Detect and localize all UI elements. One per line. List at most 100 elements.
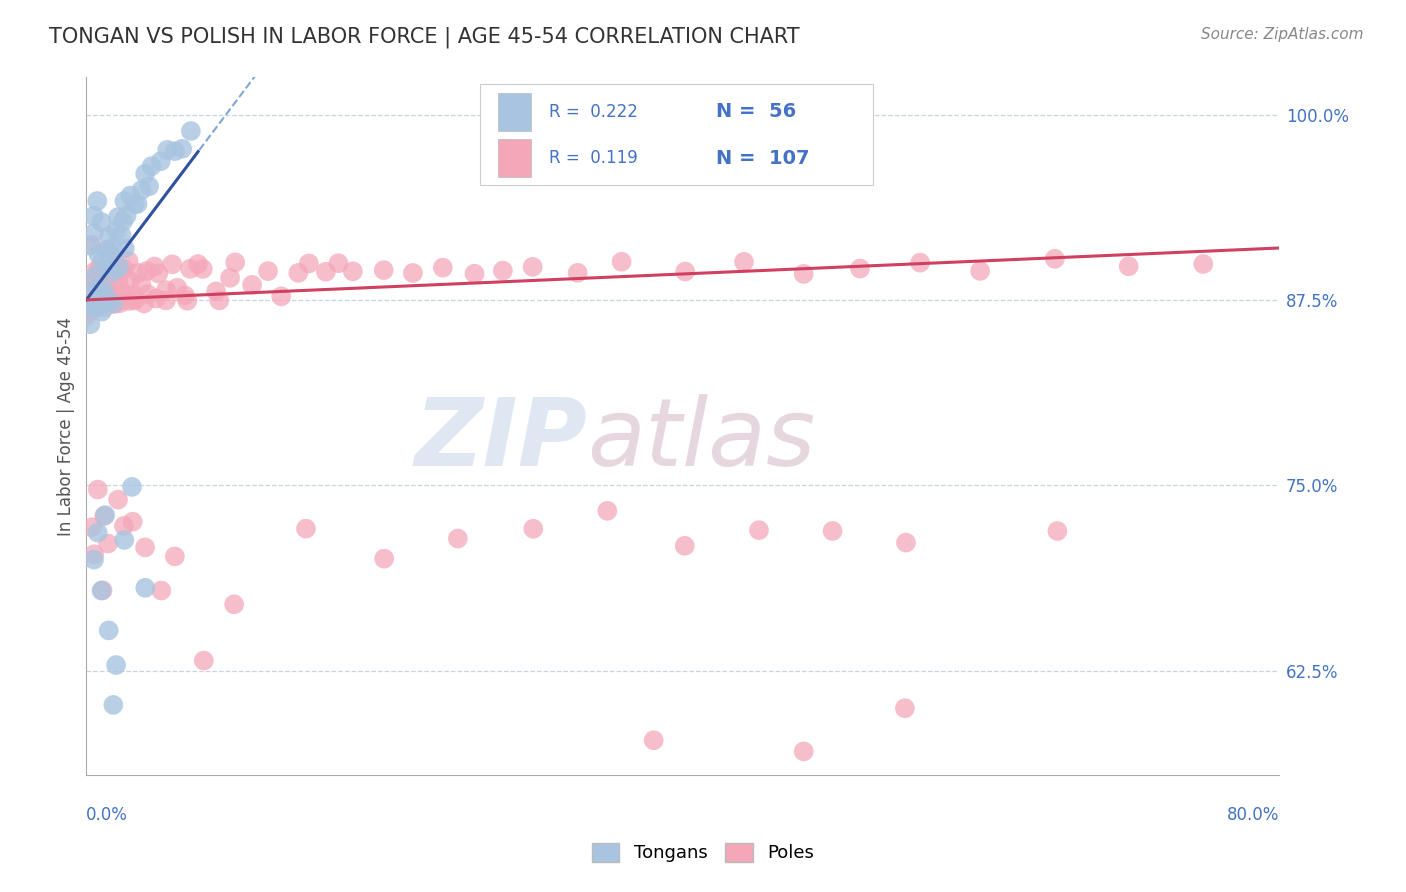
Point (219, 270, 242, 285)
Point (112, 533, 135, 547)
Point (224, 598, 246, 612)
Point (107, 210, 129, 224)
Point (112, 194, 135, 208)
Point (86, 525, 108, 540)
Text: R =  0.222: R = 0.222 (548, 103, 638, 120)
Point (103, 296, 125, 310)
Point (136, 287, 159, 301)
Point (1118, 259, 1140, 273)
Point (100, 248, 122, 262)
Point (176, 293, 198, 308)
Text: N =  56: N = 56 (716, 103, 796, 121)
Text: R =  0.119: R = 0.119 (548, 149, 638, 167)
Point (105, 224, 128, 238)
Point (172, 142, 194, 156)
Point (104, 256, 127, 270)
Point (908, 255, 931, 269)
Text: Source: ZipAtlas.com: Source: ZipAtlas.com (1201, 27, 1364, 42)
FancyBboxPatch shape (498, 93, 531, 131)
Point (98, 228, 121, 243)
Point (148, 267, 170, 281)
Point (432, 260, 454, 275)
Point (112, 286, 135, 301)
Point (101, 241, 124, 255)
Point (793, 267, 815, 281)
Point (90, 281, 112, 295)
Point (127, 266, 149, 280)
Point (447, 532, 470, 546)
Point (118, 293, 141, 308)
Point (174, 288, 197, 302)
Point (135, 264, 157, 278)
Point (112, 214, 135, 228)
Point (108, 260, 131, 275)
Point (96, 244, 118, 259)
Point (91, 253, 114, 268)
Point (80, 276, 103, 290)
Point (567, 266, 589, 280)
Point (160, 257, 183, 271)
FancyBboxPatch shape (498, 139, 531, 178)
Text: atlas: atlas (588, 394, 815, 485)
Point (107, 492, 129, 507)
Point (89, 295, 111, 310)
Point (91, 297, 114, 311)
Point (87, 301, 110, 315)
Point (76, 293, 98, 308)
Point (86, 285, 108, 299)
Point (121, 515, 143, 529)
Point (969, 264, 991, 278)
Point (79, 317, 101, 331)
Point (79, 239, 101, 253)
Y-axis label: In Labor Force | Age 45-54: In Labor Force | Age 45-54 (58, 317, 75, 535)
Point (733, 255, 755, 269)
Point (149, 154, 172, 169)
Point (83, 209, 105, 223)
Point (257, 264, 280, 278)
Point (87, 483, 110, 497)
Point (90, 287, 112, 301)
Point (131, 277, 153, 291)
Point (96, 285, 118, 300)
Point (179, 261, 201, 276)
Point (596, 504, 619, 518)
Point (97, 536, 120, 550)
Point (134, 541, 156, 555)
Point (84, 268, 107, 283)
Text: 0.0%: 0.0% (86, 806, 128, 824)
Point (155, 293, 177, 308)
Point (134, 167, 156, 181)
Point (402, 266, 425, 280)
Point (270, 289, 292, 303)
Point (96, 277, 118, 292)
Point (610, 254, 633, 268)
Point (112, 519, 135, 533)
Point (84, 264, 107, 278)
Point (90, 215, 112, 229)
Point (145, 292, 167, 306)
Point (522, 522, 544, 536)
Point (748, 523, 770, 537)
Point (103, 698, 125, 712)
Point (643, 733, 665, 747)
Point (1043, 252, 1066, 266)
Point (673, 264, 696, 278)
Point (110, 228, 132, 243)
Point (83, 301, 105, 315)
Point (138, 179, 160, 194)
Point (93, 284, 115, 298)
Point (107, 275, 129, 289)
Point (224, 255, 246, 269)
Point (143, 260, 166, 274)
Point (193, 654, 215, 668)
Point (132, 296, 155, 310)
Point (89, 260, 111, 275)
Point (131, 183, 153, 197)
Point (166, 281, 188, 295)
Point (83, 552, 105, 566)
Point (96, 243, 118, 257)
Point (115, 209, 138, 223)
Point (373, 263, 395, 277)
Point (87, 248, 110, 262)
Text: 80.0%: 80.0% (1226, 806, 1279, 824)
